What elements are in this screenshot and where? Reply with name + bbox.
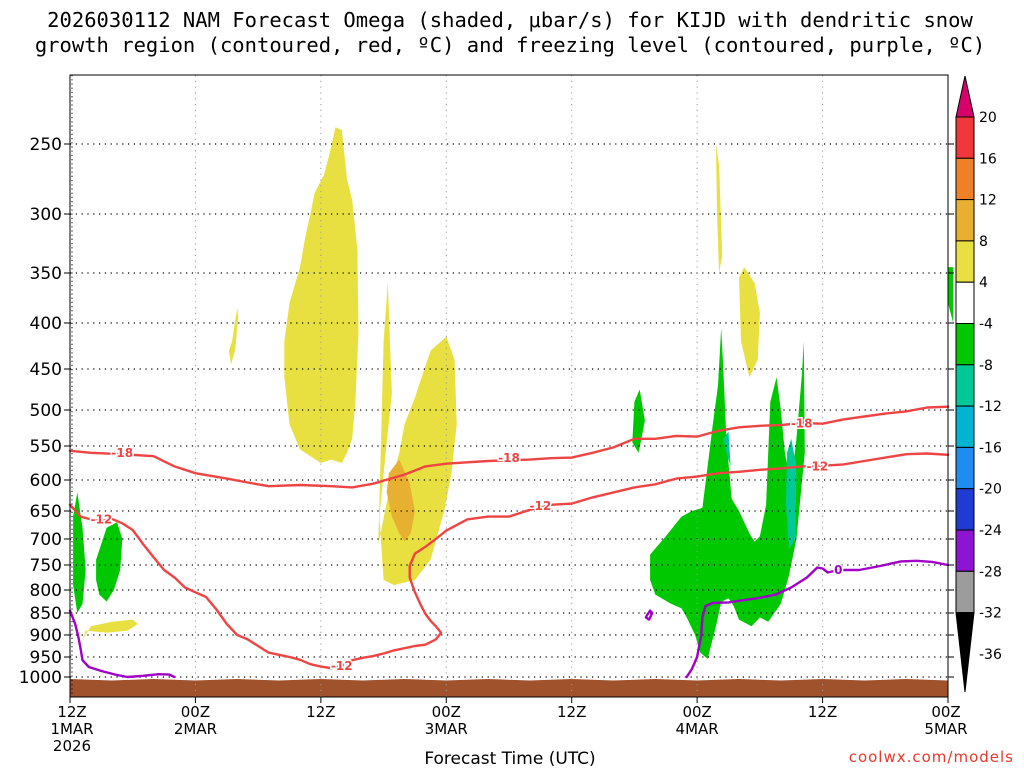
y-tick-label: 350 bbox=[30, 264, 62, 284]
contour-label: -12 bbox=[807, 459, 829, 473]
contour-line bbox=[68, 452, 950, 670]
colorbar-swatch bbox=[955, 199, 975, 242]
x-tick-date: 2MAR bbox=[174, 720, 217, 738]
contour-line bbox=[644, 609, 654, 621]
x-tick-label: 00Z bbox=[181, 703, 210, 721]
pressure-axis: 2503003504004505005506006507007508008509… bbox=[19, 135, 954, 688]
colorbar-label: -12 bbox=[979, 399, 1002, 415]
x-tick-date: 1MAR bbox=[50, 720, 93, 738]
omega-region bbox=[82, 619, 138, 640]
y-tick-label: 400 bbox=[30, 314, 62, 334]
colorbar-swatch bbox=[955, 364, 975, 407]
colorbar-label: -8 bbox=[979, 358, 993, 374]
x-tick-label: 00Z bbox=[682, 703, 711, 721]
colorbar-label: 4 bbox=[979, 275, 988, 291]
colorbar-label: -32 bbox=[979, 606, 1002, 622]
y-tick-label: 700 bbox=[30, 530, 62, 550]
colorbar-swatch bbox=[955, 116, 975, 159]
colorbar-cap-top bbox=[955, 75, 975, 118]
omega-region bbox=[378, 283, 457, 585]
colorbar-label: -28 bbox=[979, 564, 1002, 580]
y-tick-label: 750 bbox=[30, 556, 62, 576]
y-tick-label: 950 bbox=[30, 648, 62, 668]
omega-region bbox=[386, 459, 415, 542]
colorbar-swatch bbox=[955, 570, 975, 614]
contour-line bbox=[68, 405, 950, 489]
y-tick-label: 800 bbox=[30, 581, 62, 601]
omega-region bbox=[739, 267, 760, 378]
grid-lines bbox=[70, 75, 948, 697]
omega-region bbox=[96, 522, 123, 602]
y-tick-label: 250 bbox=[30, 135, 62, 155]
omega-region bbox=[723, 431, 731, 467]
x-tick-year: 2026 bbox=[53, 737, 91, 755]
x-tick-label: 12Z bbox=[808, 703, 837, 721]
omega-region bbox=[284, 127, 359, 463]
colorbar-swatch bbox=[955, 240, 975, 283]
colorbar-swatch bbox=[955, 281, 975, 325]
y-tick-label: 500 bbox=[30, 401, 62, 421]
y-tick-label: 450 bbox=[30, 360, 62, 380]
colorbar-label: 8 bbox=[979, 234, 988, 250]
contour-label: 0 bbox=[834, 563, 842, 577]
colorbar-label: -36 bbox=[979, 647, 1002, 663]
x-tick-label: 12Z bbox=[306, 703, 335, 721]
x-axis-label: Forecast Time (UTC) bbox=[424, 749, 595, 768]
omega-region bbox=[228, 308, 239, 365]
omega-region bbox=[632, 389, 645, 453]
y-tick-label: 550 bbox=[30, 437, 62, 457]
colorbar-label: -24 bbox=[979, 523, 1002, 539]
y-tick-label: 850 bbox=[30, 604, 62, 624]
contour-label: -18 bbox=[791, 417, 813, 431]
y-tick-label: 600 bbox=[30, 471, 62, 491]
colorbar-swatch bbox=[955, 488, 975, 531]
omega-region bbox=[716, 144, 723, 273]
terrain-surface bbox=[70, 678, 948, 697]
contour-lines bbox=[68, 405, 950, 679]
contour-label: -18 bbox=[498, 451, 520, 465]
chart-title-line2: growth region (contoured, red, ºC) and f… bbox=[35, 33, 985, 57]
x-tick-label: 00Z bbox=[931, 703, 960, 721]
x-tick-date: 3MAR bbox=[425, 720, 468, 738]
x-tick-date: 5MAR bbox=[924, 720, 967, 738]
contour-line bbox=[685, 559, 950, 679]
y-tick-label: 1000 bbox=[19, 668, 62, 688]
contour-label: -12 bbox=[331, 659, 353, 673]
colorbar-swatch bbox=[955, 323, 975, 366]
colorbar-swatch bbox=[955, 157, 975, 201]
colorbar-label: -4 bbox=[979, 317, 993, 333]
x-tick-date: 4MAR bbox=[676, 720, 719, 738]
plot-frame bbox=[69, 74, 949, 698]
x-tick-label: 12Z bbox=[557, 703, 586, 721]
x-tick-label: 00Z bbox=[432, 703, 461, 721]
contour-labels: -18 -18 -18 -12 -12 -12 -12 0 bbox=[89, 415, 844, 675]
contour-label: -18 bbox=[111, 446, 133, 460]
colorbar-label: 12 bbox=[979, 193, 997, 209]
colorbar-label: 16 bbox=[979, 151, 997, 167]
terrain-ground bbox=[70, 678, 948, 697]
colorbar-label: 20 bbox=[979, 110, 997, 126]
contour-label: -12 bbox=[91, 512, 113, 526]
colorbar-swatch bbox=[955, 405, 975, 448]
colorbar-swatch bbox=[955, 529, 975, 572]
y-tick-label: 300 bbox=[30, 205, 62, 225]
colorbar-cap-bottom bbox=[955, 612, 975, 693]
x-tick-label: 12Z bbox=[57, 703, 86, 721]
omega-region bbox=[650, 327, 805, 659]
chart-title-line1: 2026030112 NAM Forecast Omega (shaded, μ… bbox=[47, 8, 973, 32]
colorbar-label: -20 bbox=[979, 482, 1002, 498]
y-tick-label: 900 bbox=[30, 626, 62, 646]
omega-region bbox=[73, 492, 86, 613]
omega-shading bbox=[73, 127, 954, 659]
y-tick-label: 650 bbox=[30, 502, 62, 522]
colorbar-swatch bbox=[955, 446, 975, 490]
contour-label: -12 bbox=[530, 499, 552, 513]
colorbar-legend: 20 16 12 8 4 -4 -8 -12 -16 -20 -24 -28 -32 -36 bbox=[955, 75, 1002, 693]
colorbar-label: -16 bbox=[979, 440, 1002, 456]
contour-line bbox=[68, 609, 176, 679]
watermark-text: coolwx.com/models bbox=[849, 748, 1014, 766]
omega-region bbox=[948, 267, 954, 323]
